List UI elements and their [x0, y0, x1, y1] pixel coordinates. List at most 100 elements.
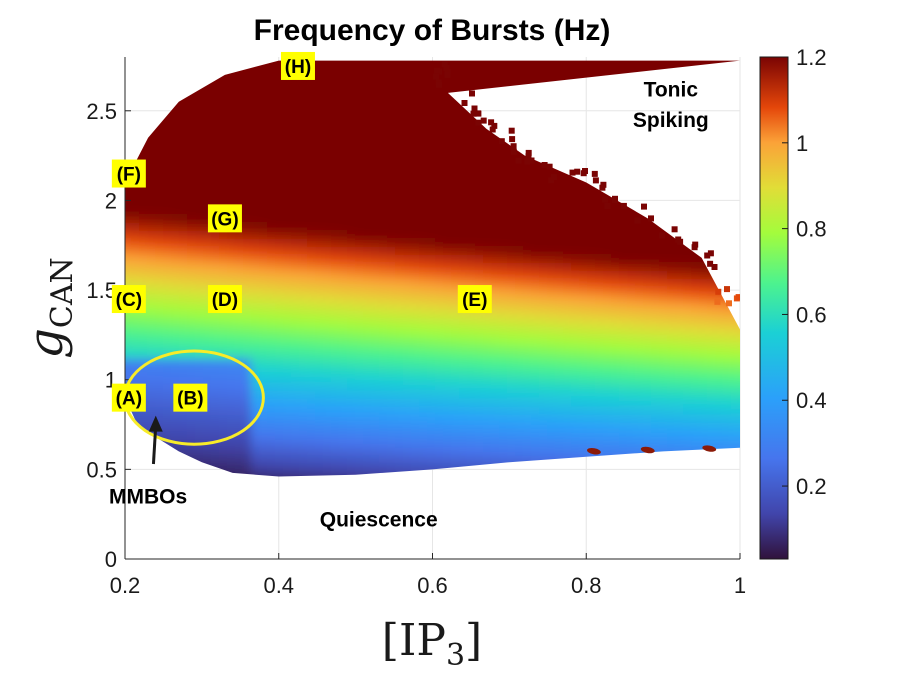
- heat-cell: [419, 207, 428, 216]
- heat-cell: [203, 111, 212, 120]
- heat-cell: [387, 287, 396, 296]
- heat-cell: [627, 407, 636, 416]
- heat-cell: [419, 327, 428, 336]
- heat-cell: [211, 199, 220, 208]
- heat-cell: [579, 351, 588, 360]
- heat-cell: [443, 263, 452, 272]
- heat-cell: [275, 415, 284, 424]
- heat-cell: [267, 399, 276, 408]
- heat-cell: [235, 71, 244, 80]
- heat-cell: [403, 151, 412, 160]
- heat-cell: [595, 343, 604, 352]
- heat-cell: [267, 183, 276, 192]
- heat-cell: [195, 103, 204, 112]
- heat-cell: [643, 303, 652, 312]
- heat-cell: [291, 463, 300, 472]
- heat-cell: [643, 399, 652, 408]
- heat-cell: [339, 207, 348, 216]
- heat-cell: [427, 391, 436, 400]
- heat-cell: [531, 223, 540, 232]
- heat-cell: [211, 383, 220, 392]
- heat-cell: [125, 255, 132, 264]
- heat-cell: [259, 431, 268, 440]
- heat-cell: [443, 559, 452, 568]
- heat-cell: [179, 255, 188, 264]
- heat-cell: [387, 399, 396, 408]
- heat-cell: [555, 47, 564, 56]
- heat-cell: [507, 239, 516, 248]
- heat-cell: [699, 439, 708, 448]
- heat-cell: [427, 351, 436, 360]
- heat-cell: [443, 207, 452, 216]
- heat-cell: [275, 215, 284, 224]
- heat-cell: [531, 71, 540, 80]
- heat-cell: [227, 87, 236, 96]
- heat-cell: [139, 199, 148, 208]
- heat-cell: [419, 247, 428, 256]
- heat-cell: [651, 335, 660, 344]
- heat-cell: [555, 199, 564, 208]
- heat-cell: [571, 303, 580, 312]
- heat-cell: [707, 431, 716, 440]
- heat-cell: [403, 175, 412, 184]
- heat-cell: [331, 375, 340, 384]
- heat-cell: [355, 359, 364, 368]
- heat-cell: [587, 199, 596, 208]
- heat-cell: [659, 367, 668, 376]
- heat-cell: [683, 279, 692, 288]
- heat-cell: [499, 567, 508, 576]
- heat-cell: [339, 183, 348, 192]
- heat-cell: [259, 47, 268, 56]
- heat-cell: [443, 351, 452, 360]
- heat-cell: [219, 143, 228, 152]
- heat-cell: [163, 199, 172, 208]
- heat-cell: [179, 303, 188, 312]
- heat-cell: [299, 447, 308, 456]
- heat-cell: [235, 439, 244, 448]
- heat-cell: [251, 183, 260, 192]
- heat-cell: [179, 311, 188, 320]
- heat-cell: [587, 263, 596, 272]
- heat-cell: [331, 47, 340, 56]
- heat-cell: [179, 295, 188, 304]
- heat-cell: [259, 159, 268, 168]
- heat-cell: [307, 455, 316, 464]
- heat-cell: [651, 439, 660, 448]
- heat-cell: [315, 263, 324, 272]
- heat-cell: [619, 359, 628, 368]
- heat-cell: [539, 367, 548, 376]
- heat-cell: [515, 455, 524, 464]
- heat-cell: [539, 559, 548, 568]
- heat-cell: [211, 111, 220, 120]
- heat-cell: [379, 271, 388, 280]
- heat-cell: [355, 143, 364, 152]
- heat-cell: [227, 559, 236, 568]
- heat-cell: [547, 271, 556, 280]
- heat-cell: [291, 191, 300, 200]
- heat-cell: [555, 311, 564, 320]
- heat-cell: [379, 383, 388, 392]
- heat-cell: [347, 279, 356, 288]
- heat-cell: [387, 60, 396, 64]
- heat-cell: [267, 175, 276, 184]
- heat-cell: [171, 175, 180, 184]
- heat-cell: [523, 415, 532, 424]
- heat-cell: [459, 231, 468, 240]
- heat-cell: [603, 391, 612, 400]
- heat-cell: [387, 463, 396, 472]
- heat-cell: [539, 415, 548, 424]
- heat-cell: [299, 375, 308, 384]
- heat-cell: [195, 287, 204, 296]
- heat-cell: [243, 439, 252, 448]
- heat-cell: [323, 135, 332, 144]
- heat-cell: [379, 287, 388, 296]
- heat-cell: [363, 351, 372, 360]
- heat-cell: [187, 215, 196, 224]
- heat-cell: [571, 399, 580, 408]
- heat-cell: [379, 239, 388, 248]
- heat-cell: [555, 367, 564, 376]
- heat-cell: [587, 287, 596, 296]
- heat-cell: [379, 143, 388, 152]
- heat-cell: [171, 111, 180, 120]
- heat-cell: [387, 319, 396, 328]
